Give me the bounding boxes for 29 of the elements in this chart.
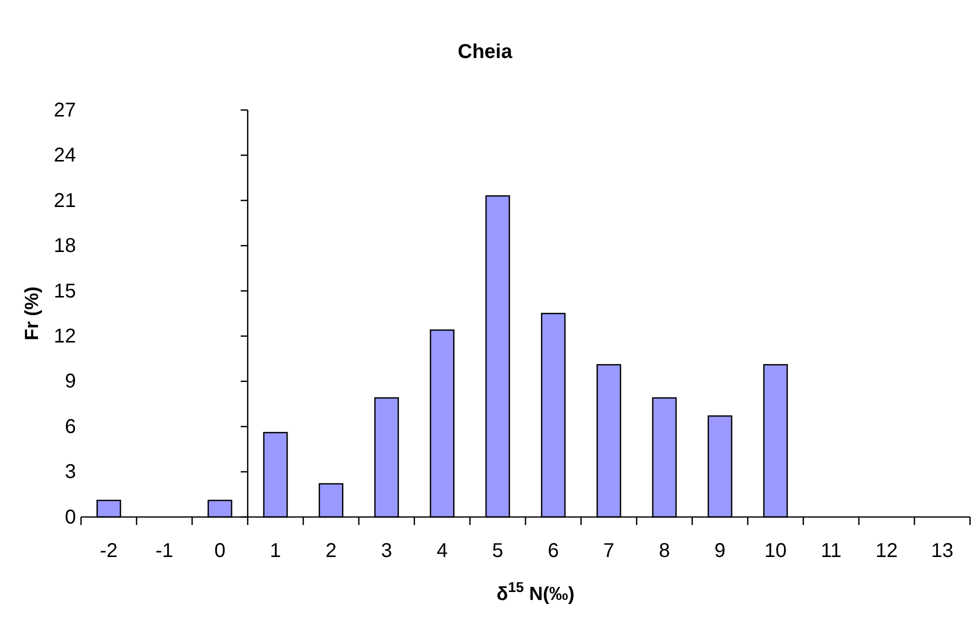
x-tick-label: 4 xyxy=(436,540,448,562)
y-tick-label: 3 xyxy=(64,461,76,484)
chart-title: Cheia xyxy=(458,41,514,63)
x-tick-label: 12 xyxy=(876,540,898,562)
y-tick-label: 21 xyxy=(54,190,76,212)
y-tick-label: 18 xyxy=(54,235,76,258)
y-tick-label: 6 xyxy=(64,416,76,438)
x-tick-label: 2 xyxy=(325,540,337,562)
x-tick-label: 13 xyxy=(931,540,954,562)
y-tick-label: 9 xyxy=(64,370,76,393)
x-tick-label: 9 xyxy=(714,540,726,562)
y-tick-label: 0 xyxy=(64,506,76,528)
x-tick-label: 10 xyxy=(764,540,787,562)
x-tick-label: 1 xyxy=(270,540,282,562)
x-tick-label: 5 xyxy=(492,540,504,562)
x-tick-label: 7 xyxy=(603,540,614,562)
x-tick-label: 8 xyxy=(658,540,670,562)
y-tick-label: 27 xyxy=(54,99,76,122)
x-tick-label: -2 xyxy=(100,540,118,562)
x-tick-label: 11 xyxy=(820,540,842,562)
x-tick-label: 6 xyxy=(548,540,559,562)
y-tick-label: 15 xyxy=(54,280,76,302)
y-tick-label: 12 xyxy=(54,326,76,348)
x-axis-title: δ$^{15}$ N(‰) xyxy=(496,580,575,605)
x-tick-label: 0 xyxy=(214,540,226,562)
y-axis-title: Fr (%) xyxy=(22,286,43,340)
x-tick-label: -1 xyxy=(155,540,174,562)
x-tick-label: 3 xyxy=(381,540,392,562)
y-tick-label: 24 xyxy=(54,144,76,167)
